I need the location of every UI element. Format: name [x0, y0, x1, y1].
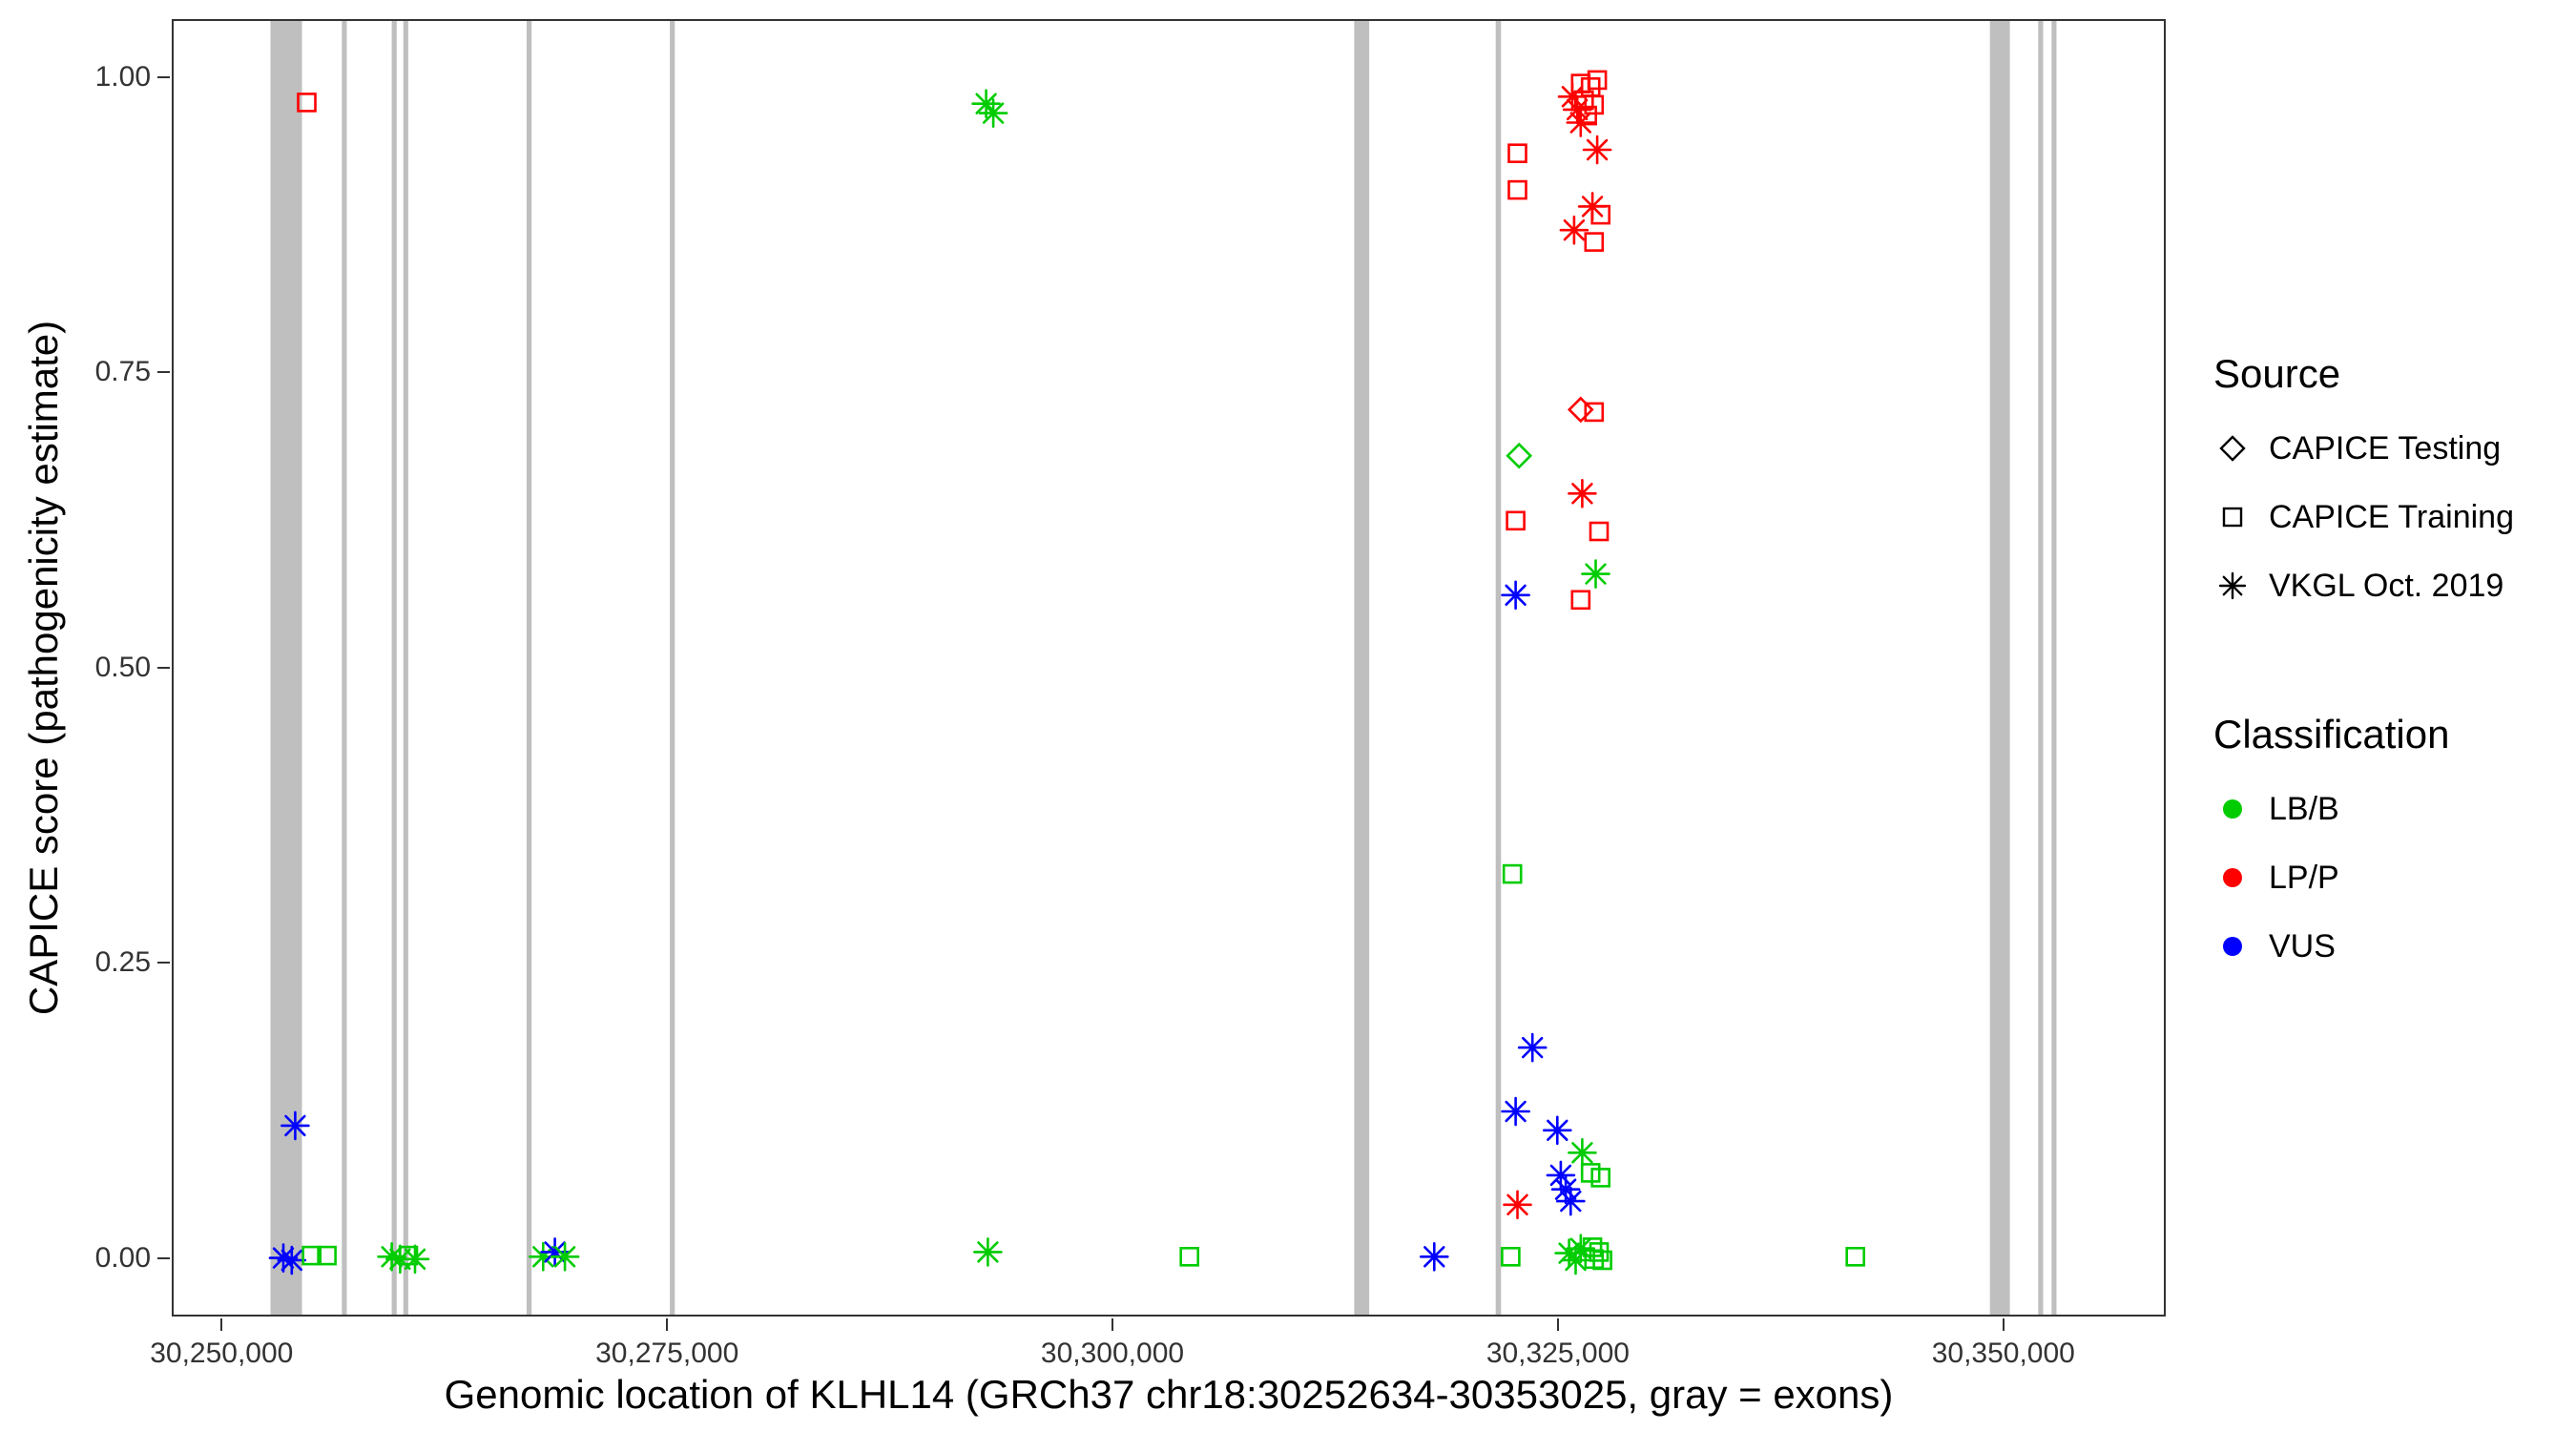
- legend-item-capice-training: CAPICE Training: [2213, 483, 2576, 551]
- x-tick-label: 30,300,000: [1040, 1338, 1185, 1369]
- plot-area: [268, 21, 2057, 1315]
- diamond-icon: [2213, 429, 2252, 467]
- x-tick-mark: [1556, 1318, 1559, 1331]
- x-tick-mark: [2002, 1318, 2005, 1331]
- x-tick-label: 30,275,000: [595, 1338, 739, 1369]
- y-tick-mark: [157, 666, 170, 669]
- legend-item-lpp: LP/P: [2213, 843, 2576, 912]
- x-tick-mark: [1111, 1318, 1113, 1331]
- legend-item-capice-testing: CAPICE Testing: [2213, 414, 2576, 483]
- legend-item-vkgl: VKGL Oct. 2019: [2213, 551, 2576, 620]
- legend-item-label: VUS: [2269, 927, 2336, 964]
- legend: Source CAPICE Testing CAPICE Training VK…: [2213, 351, 2576, 981]
- plot-panel: [172, 19, 2166, 1317]
- blue-dot-icon: [2213, 927, 2252, 965]
- y-tick-mark: [157, 75, 170, 78]
- legend-item-label: VKGL Oct. 2019: [2269, 567, 2504, 604]
- y-tick-label: 0.00: [94, 1242, 151, 1274]
- x-axis-title: Genomic location of KLHL14 (GRCh37 chr18…: [444, 1372, 1894, 1417]
- red-dot-icon: [2213, 859, 2252, 897]
- legend-item-label: CAPICE Testing: [2269, 429, 2502, 467]
- y-tick-mark: [157, 962, 170, 964]
- legend-classification-title: Classification: [2213, 712, 2450, 757]
- x-tick-label: 30,350,000: [1931, 1338, 2075, 1369]
- y-tick-label: 1.00: [94, 60, 151, 93]
- y-tick-mark: [157, 1257, 170, 1259]
- asterisk-icon: [2213, 567, 2252, 605]
- x-tick-mark: [666, 1318, 669, 1331]
- y-tick-mark: [157, 371, 170, 374]
- legend-item-label: CAPICE Training: [2269, 498, 2514, 535]
- legend-item-lbb: LB/B: [2213, 775, 2576, 843]
- legend-source-title: Source: [2213, 351, 2341, 396]
- legend-item-label: LP/P: [2269, 859, 2339, 896]
- square-icon: [2213, 498, 2252, 536]
- x-tick-label: 30,325,000: [1485, 1338, 1630, 1369]
- legend-item-label: LB/B: [2269, 790, 2339, 827]
- green-dot-icon: [2213, 790, 2252, 828]
- x-tick-label: 30,250,000: [150, 1338, 294, 1369]
- y-axis-title: CAPICE score (pathogenicity estimate): [21, 320, 66, 1016]
- legend-item-vus: VUS: [2213, 912, 2576, 981]
- x-tick-mark: [220, 1318, 223, 1331]
